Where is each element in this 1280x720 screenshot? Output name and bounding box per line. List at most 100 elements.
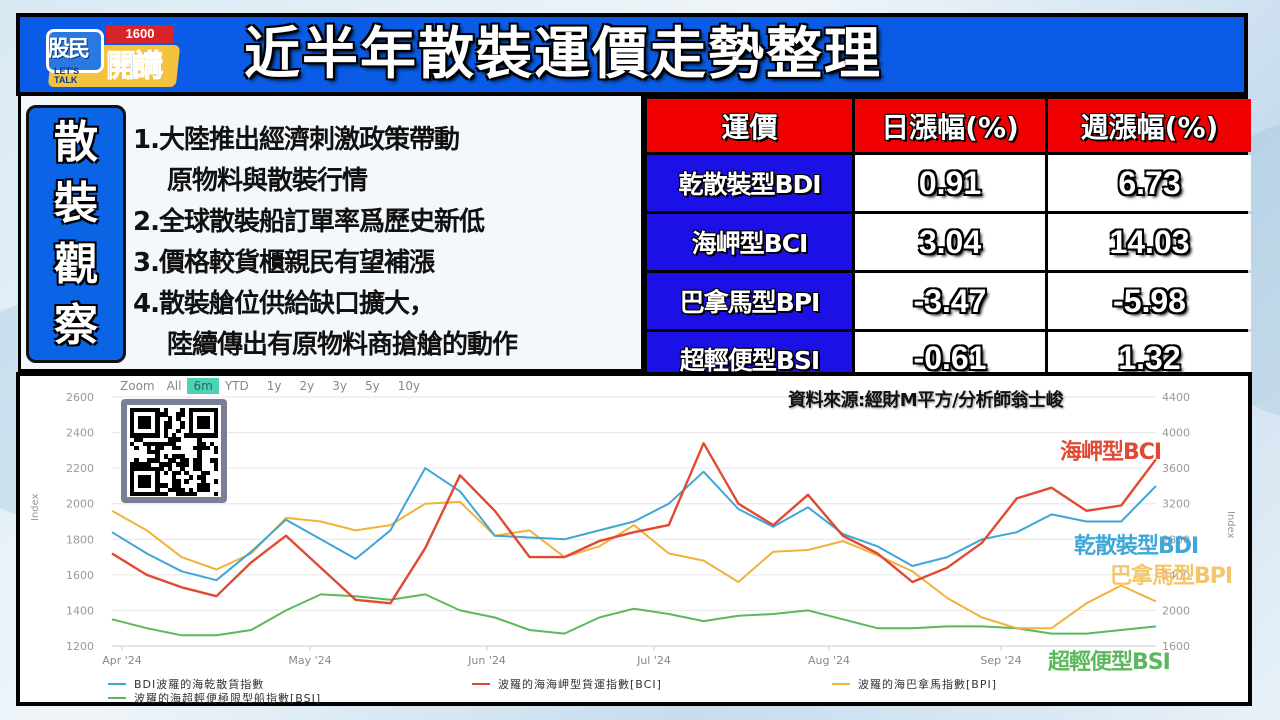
zoom-option-ytd[interactable]: YTD (224, 379, 249, 393)
qr-module (138, 475, 143, 480)
annotation-bdi: 乾散裝型BDI (1074, 534, 1199, 559)
qr-module (146, 441, 152, 446)
qr-module (142, 479, 148, 484)
qr-module (197, 458, 202, 463)
qr-module (171, 433, 177, 438)
qr-module (142, 416, 148, 421)
qr-module (197, 466, 202, 472)
qr-module (155, 449, 160, 455)
zoom-option-6m[interactable]: 6m (187, 378, 219, 394)
legend-label: 波羅的海海岬型貨運指數[BCI] (498, 678, 662, 691)
qr-module (171, 470, 177, 476)
qr-module (213, 428, 219, 434)
qr-module (130, 428, 135, 434)
y-right-tick: 1600 (1162, 640, 1190, 653)
qr-module (138, 420, 143, 426)
y-left-tick: 2400 (66, 427, 94, 440)
qr-module (163, 441, 168, 446)
qr-module (171, 487, 177, 493)
qr-module (205, 445, 210, 451)
qr-module (142, 466, 148, 472)
logo-channel-number: 1600 (106, 25, 174, 43)
qr-module (176, 483, 181, 488)
qr-module (171, 454, 177, 459)
qr-module (180, 420, 185, 426)
qr-module (197, 462, 202, 467)
zoom-option-2y[interactable]: 2y (299, 379, 315, 393)
qr-module (130, 433, 135, 438)
x-tick-label: Apr '24 (102, 654, 142, 667)
legend-swatch (472, 683, 490, 685)
zoom-option-1y[interactable]: 1y (266, 379, 282, 393)
qr-module (205, 424, 210, 430)
qr-module (213, 424, 219, 430)
observation-panel: 散 裝 觀 察 1.大陸推出經濟刺激政策帶動 原物料與散裝行情 2.全球散裝船訂… (18, 96, 644, 372)
qr-module (150, 441, 156, 446)
x-tick-label: May '24 (288, 654, 331, 667)
zoom-option-10y[interactable]: 10y (397, 379, 421, 393)
zoom-option-3y[interactable]: 3y (332, 379, 347, 393)
qr-module (188, 487, 194, 493)
qr-module (213, 462, 219, 467)
qr-module (142, 408, 148, 413)
qr-module (184, 491, 189, 497)
legend-item-bpi[interactable]: 波羅的海巴拿馬指數[BPI] (832, 676, 997, 692)
observation-item-continued: 陸續傳出有原物料商搶艙的動作 (167, 330, 518, 360)
qr-module (155, 470, 160, 476)
qr-module (146, 479, 152, 484)
qr-module (188, 491, 194, 497)
qr-module (201, 470, 206, 476)
qr-module (176, 437, 181, 442)
qr-module (146, 458, 152, 463)
qr-module (130, 412, 135, 417)
badge-char: 觀 (54, 238, 98, 290)
qr-module (205, 483, 210, 488)
qr-code[interactable] (121, 399, 227, 503)
qr-module (188, 428, 194, 434)
qr-module (150, 466, 156, 472)
qr-module (155, 479, 160, 484)
qr-module (176, 462, 181, 467)
qr-module (167, 441, 173, 446)
qr-module (159, 483, 164, 488)
qr-module (150, 449, 156, 455)
qr-module (142, 462, 148, 467)
show-logo: 1600 股民 開講 LET'S TALK (44, 23, 184, 89)
qr-module (163, 470, 168, 476)
qr-module (197, 441, 202, 446)
qr-module (150, 458, 156, 463)
cell-bdi-weekly: 6.73 (1048, 155, 1251, 211)
qr-module (180, 454, 185, 459)
zoom-label: Zoom (120, 379, 155, 393)
legend-swatch (832, 683, 850, 685)
qr-module (213, 458, 219, 463)
qr-module (176, 491, 181, 497)
y-left-tick: 1800 (66, 533, 94, 546)
observation-item: 2.全球散裝船訂單率爲歷史新低 (133, 207, 485, 237)
qr-module (159, 491, 164, 497)
qr-module (184, 433, 189, 438)
legend-label: 波羅的海超輕便極限型船指數[BSI] (134, 692, 322, 705)
zoom-option-all[interactable]: All (166, 379, 182, 393)
zoom-option-5y[interactable]: 5y (364, 379, 380, 393)
legend-swatch (108, 683, 126, 685)
legend-item-bci[interactable]: 波羅的海海岬型貨運指數[BCI] (472, 676, 662, 692)
column-header-rate: 運價 (647, 99, 852, 152)
qr-module (205, 420, 210, 426)
qr-module (184, 470, 189, 476)
qr-module (176, 412, 181, 417)
column-header-daily: 日漲幅(%) (855, 99, 1045, 152)
y-left-tick: 1400 (66, 604, 94, 617)
x-tick-label: Sep '24 (980, 654, 1021, 667)
legend-item-bsi[interactable]: 波羅的海超輕便極限型船指數[BSI] (108, 690, 321, 706)
qr-module (155, 475, 160, 480)
qr-module (167, 466, 173, 472)
qr-module (197, 408, 202, 413)
qr-module (197, 449, 202, 455)
legend-item-bdi[interactable]: BDI波羅的海乾散貨指數 (108, 676, 264, 692)
data-source-note: 資料來源:經財M平方/分析師翁士峻 (788, 390, 1064, 411)
qr-module (155, 483, 160, 488)
qr-module (138, 466, 143, 472)
qr-module (201, 433, 206, 438)
qr-module (142, 441, 148, 446)
